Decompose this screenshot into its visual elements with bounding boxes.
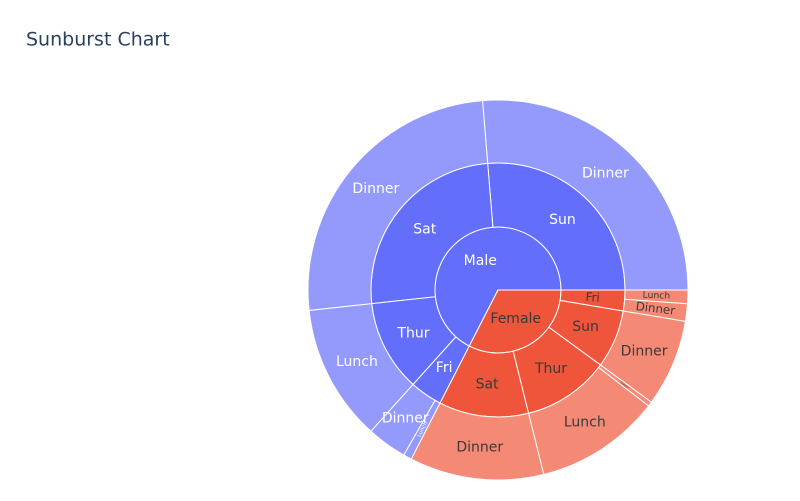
- segment-label: Lunch: [564, 415, 606, 431]
- chart-title: Sunburst Chart: [26, 29, 170, 51]
- sunburst-segment: [307, 100, 489, 312]
- segment-label: Female: [490, 311, 541, 327]
- segment-label: Dinner: [619, 380, 630, 390]
- segment-label: Lunch: [642, 290, 670, 302]
- segment-label: Lunch: [336, 354, 378, 370]
- segment-label: Sun: [572, 319, 599, 335]
- segment-label: Sun: [549, 212, 576, 228]
- segment-label: Male: [464, 253, 497, 269]
- sunburst-segment: [624, 289, 689, 305]
- segment-label: Dinner: [635, 299, 676, 318]
- segment-label: Sat: [476, 376, 499, 392]
- segment-label: Thur: [534, 361, 567, 377]
- segment-label: Dinner: [456, 439, 503, 455]
- segment-label: Sat: [413, 221, 436, 237]
- segment-label: Dinner: [621, 343, 668, 359]
- segment-label: Dinner: [582, 165, 629, 181]
- segment-label: Dinner: [382, 411, 429, 427]
- segment-label: Dinner: [352, 181, 399, 197]
- segment-label: Thur: [396, 325, 429, 341]
- segment-label: Fri: [585, 290, 600, 305]
- sunburst-segment: [482, 99, 689, 291]
- segment-label: Fri: [436, 360, 453, 376]
